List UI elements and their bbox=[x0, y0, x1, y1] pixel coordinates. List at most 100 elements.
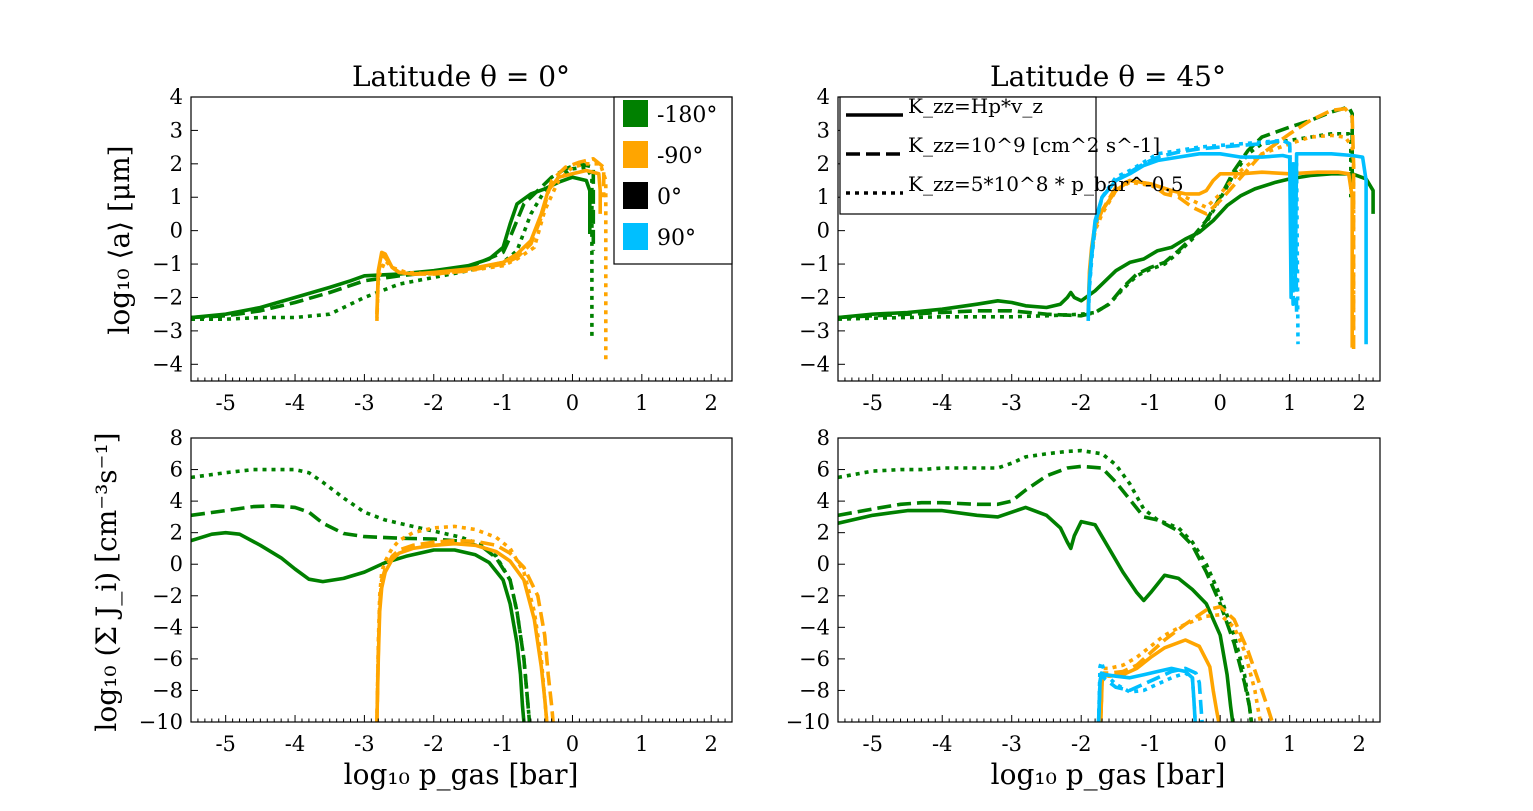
series-line-bottom-right-0 bbox=[838, 505, 1235, 722]
x-tick-label: -4 bbox=[932, 732, 952, 756]
x-tick-label: -4 bbox=[285, 732, 305, 756]
y-tick-label: 0 bbox=[170, 552, 183, 576]
series-line-bottom-right-5 bbox=[1098, 612, 1263, 722]
series-line-top-right-4 bbox=[1086, 106, 1356, 355]
y-tick-label: −6 bbox=[152, 647, 183, 671]
y-tick-label: −3 bbox=[799, 319, 830, 343]
x-tick-label: 2 bbox=[705, 732, 718, 756]
series-line-bottom-right-7 bbox=[1096, 666, 1204, 722]
series-group-bottom-right bbox=[838, 448, 1275, 722]
x-tick-label: -3 bbox=[354, 391, 374, 415]
series-line-bottom-left-1 bbox=[191, 503, 532, 722]
series-line-top-left-2 bbox=[191, 165, 594, 338]
legend-swatch-2 bbox=[623, 182, 648, 209]
y-tick-label: −2 bbox=[152, 584, 183, 608]
legend-label-1: -90° bbox=[657, 144, 703, 169]
y-tick-label: 4 bbox=[170, 85, 183, 109]
x-tick-label: 0 bbox=[566, 391, 579, 415]
x-tick-label: -1 bbox=[1140, 732, 1160, 756]
series-line-top-right-8 bbox=[1086, 138, 1300, 345]
y-tick-label: 8 bbox=[170, 426, 183, 450]
y-tick-label: 2 bbox=[170, 152, 183, 176]
y-tick-label: −2 bbox=[799, 584, 830, 608]
y-tick-label: −10 bbox=[139, 710, 183, 734]
legend-label-3: 90° bbox=[657, 226, 696, 251]
series-group-bottom-left bbox=[191, 467, 555, 722]
legend-kzz-label-2: K_zz=5*10^8 * p_bar^-0.5 bbox=[908, 172, 1184, 196]
x-tick-label: -5 bbox=[863, 732, 883, 756]
x-tick-label: -1 bbox=[1140, 391, 1160, 415]
y-tick-label: −2 bbox=[152, 285, 183, 309]
legend-swatch-0 bbox=[623, 100, 648, 127]
y-tick-label: −10 bbox=[786, 710, 830, 734]
x-tick-label: 2 bbox=[705, 391, 718, 415]
y-tick-label: 6 bbox=[170, 458, 183, 482]
x-tick-label: -1 bbox=[493, 732, 513, 756]
legend-kzz: K_zz=Hp*v_z K_zz=10^9 [cm^2 s^-1] K_zz=5*1… bbox=[839, 94, 1184, 215]
y-tick-label: 0 bbox=[817, 552, 830, 576]
y-tick-label: −4 bbox=[152, 352, 183, 376]
y-tick-label: 8 bbox=[817, 426, 830, 450]
panel-title-top-right: Latitude θ = 45° bbox=[990, 60, 1226, 93]
y-tick-label: 1 bbox=[170, 185, 183, 209]
y-tick-label: 2 bbox=[817, 152, 830, 176]
x-tick-label: 2 bbox=[1352, 732, 1365, 756]
y-tick-label: 2 bbox=[817, 521, 830, 545]
x-tick-label: 1 bbox=[1283, 732, 1296, 756]
legend-kzz-label-1: K_zz=10^9 [cm^2 s^-1] bbox=[908, 133, 1160, 157]
y-tick-label: 4 bbox=[817, 85, 830, 109]
series-line-bottom-left-4 bbox=[375, 538, 555, 722]
y-tick-label: −4 bbox=[799, 352, 830, 376]
y-tick-label: −1 bbox=[799, 252, 830, 276]
x-tick-label: -1 bbox=[493, 391, 513, 415]
x-tick-label: 1 bbox=[1283, 391, 1296, 415]
y-tick-label: 2 bbox=[170, 521, 183, 545]
y-tick-label: −8 bbox=[799, 678, 830, 702]
x-tick-label: -4 bbox=[932, 391, 952, 415]
legend-longitude: -180° -90° 0° 90° bbox=[613, 96, 733, 265]
series-line-bottom-left-2 bbox=[191, 467, 532, 722]
y-tick-label: 3 bbox=[817, 118, 830, 142]
x-tick-label: 1 bbox=[635, 732, 648, 756]
y-tick-label: −1 bbox=[152, 252, 183, 276]
x-tick-label: -2 bbox=[424, 732, 444, 756]
panel-bottom-left: -5 -4 -3 -2 -1 0 1 2 −10 −8 −6 −4 −2 0 2 4 6 8 bbox=[139, 426, 733, 756]
legend-kzz-label-0: K_zz=Hp*v_z bbox=[908, 94, 1043, 118]
x-tick-label: -5 bbox=[863, 391, 883, 415]
legend-swatch-1 bbox=[623, 141, 648, 168]
series-group-top-right bbox=[838, 105, 1375, 355]
x-tick-label: -2 bbox=[424, 391, 444, 415]
x-tick-label: 0 bbox=[1213, 391, 1226, 415]
x-axis-label-bottom-left: log₁₀ p_gas [bar] bbox=[344, 758, 579, 791]
x-tick-label: -2 bbox=[1071, 732, 1091, 756]
y-tick-label: −6 bbox=[799, 647, 830, 671]
legend-label-0: -180° bbox=[657, 103, 717, 128]
series-group-top-left bbox=[191, 157, 608, 361]
series-line-bottom-right-8 bbox=[1096, 660, 1197, 722]
x-tick-label: -4 bbox=[285, 391, 305, 415]
x-tick-label: 1 bbox=[635, 391, 648, 415]
y-axis-label-top: log₁₀ ⟨a⟩ [μm] bbox=[103, 145, 136, 334]
x-tick-label: 0 bbox=[1213, 732, 1226, 756]
y-tick-label: −4 bbox=[152, 615, 183, 639]
x-tick-label: -3 bbox=[1001, 732, 1021, 756]
y-tick-label: −3 bbox=[152, 319, 183, 343]
x-tick-label: -5 bbox=[215, 391, 235, 415]
legend-label-2: 0° bbox=[657, 185, 682, 210]
x-tick-label: -3 bbox=[1001, 391, 1021, 415]
y-tick-label: 3 bbox=[170, 118, 183, 142]
y-tick-label: −4 bbox=[799, 615, 830, 639]
series-line-top-left-1 bbox=[191, 162, 596, 320]
panel-title-top-left: Latitude θ = 0° bbox=[352, 60, 570, 93]
x-tick-label: 2 bbox=[1352, 391, 1365, 415]
series-line-top-right-0 bbox=[838, 172, 1375, 320]
x-tick-label: -3 bbox=[354, 732, 374, 756]
y-tick-label: 4 bbox=[817, 489, 830, 513]
y-axis-label-bottom: log₁₀ (Σ J_i) [cm⁻³s⁻¹] bbox=[90, 432, 123, 731]
x-tick-label: -2 bbox=[1071, 391, 1091, 415]
series-line-bottom-right-1 bbox=[838, 464, 1254, 722]
series-line-top-left-5 bbox=[375, 162, 608, 361]
